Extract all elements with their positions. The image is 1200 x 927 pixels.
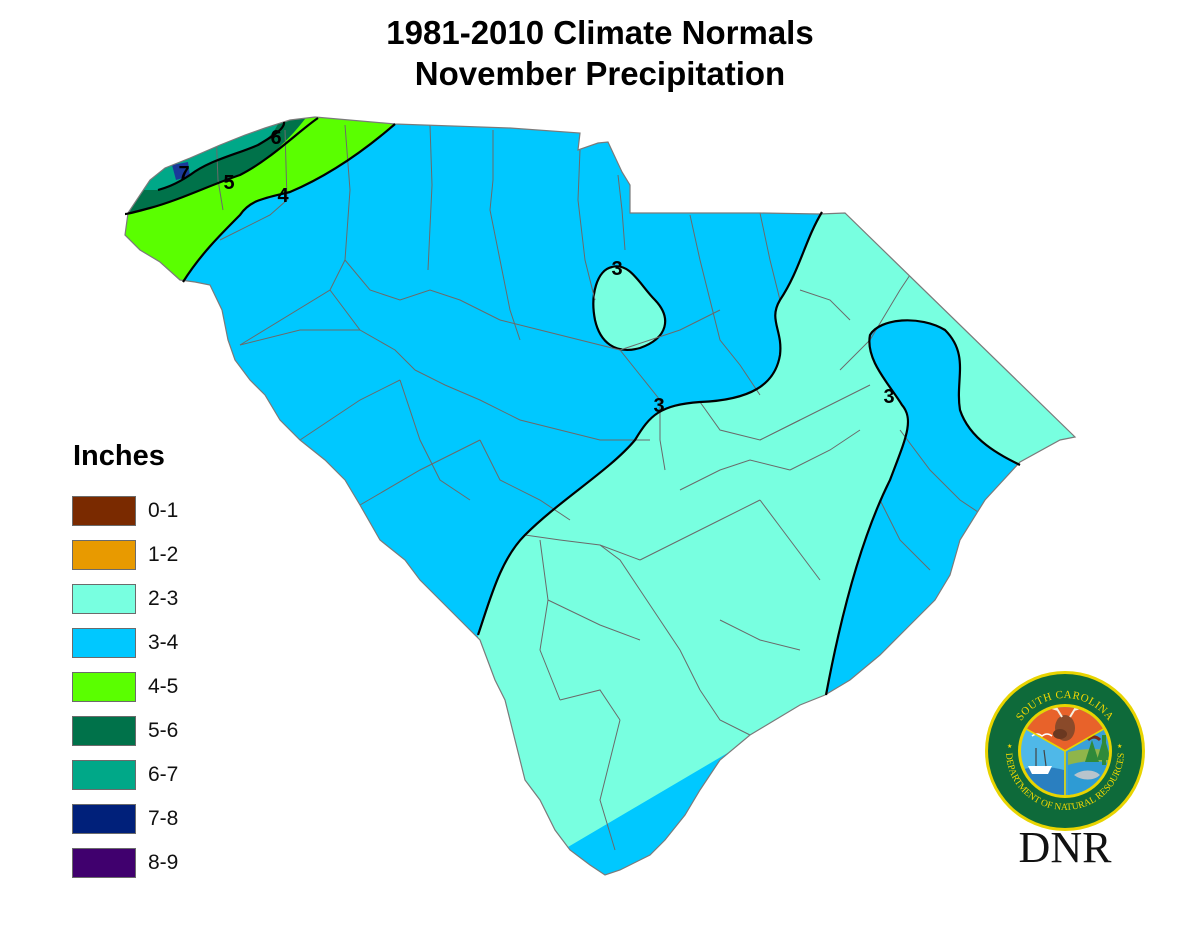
zone-7-8 xyxy=(172,162,190,180)
legend-swatch xyxy=(72,496,136,526)
map-title-line2: November Precipitation xyxy=(414,55,786,92)
contour-5 xyxy=(124,117,319,216)
legend-title: Inches xyxy=(73,440,165,472)
contour-3-west xyxy=(476,211,823,636)
contour-label-4: 4 xyxy=(277,185,289,207)
legend-item-7-8: 7-8 xyxy=(72,797,178,841)
contour-label-5: 5 xyxy=(223,172,234,194)
legend-swatch xyxy=(72,848,136,878)
legend-item-3-4: 3-4 xyxy=(72,621,178,665)
star-icon: ★ xyxy=(1007,743,1012,750)
legend-item-0-1: 0-1 xyxy=(72,489,178,533)
sc-dnr-seal-logo: SOUTH CAROLINA DEPARTMENT OF NATURAL RES… xyxy=(985,671,1145,831)
legend-item-1-2: 1-2 xyxy=(72,533,178,577)
contour-label-7: 7 xyxy=(178,163,189,185)
legend-label: 3-4 xyxy=(148,631,179,654)
legend-swatch xyxy=(72,672,136,702)
legend-label: 5-6 xyxy=(148,719,179,742)
precip-zones xyxy=(125,117,1075,875)
legend-label: 6-7 xyxy=(148,763,179,786)
legend-label: 1-2 xyxy=(148,543,179,566)
contour-labels: 7 6 5 4 3 3 3 xyxy=(178,127,894,417)
dnr-caption: DNR xyxy=(1018,823,1112,872)
contour-label-3-central: 3 xyxy=(653,395,664,417)
legend-swatch xyxy=(72,628,136,658)
legend-swatch xyxy=(72,716,136,746)
contour-label-6: 6 xyxy=(270,127,281,149)
legend-swatch xyxy=(72,540,136,570)
contour-6 xyxy=(157,121,286,192)
zone-2-3-island xyxy=(592,265,667,351)
legend-swatch xyxy=(72,584,136,614)
legend-item-6-7: 6-7 xyxy=(72,753,178,797)
contour-3-east xyxy=(824,319,1021,696)
legend-item-5-6: 5-6 xyxy=(72,709,178,753)
contour-4 xyxy=(182,123,396,283)
legend-label: 7-8 xyxy=(148,807,179,830)
legend-label: 4-5 xyxy=(148,675,179,698)
legend-label: 8-9 xyxy=(148,851,179,874)
map-title-line1: 1981-2010 Climate Normals xyxy=(386,14,814,51)
legend-item-8-9: 8-9 xyxy=(72,841,178,885)
star-icon: ★ xyxy=(1117,743,1122,750)
legend-label: 0-1 xyxy=(148,499,179,522)
state-outline xyxy=(124,116,1077,876)
legend-item-2-3: 2-3 xyxy=(72,577,178,621)
legend-item-4-5: 4-5 xyxy=(72,665,178,709)
contour-lines xyxy=(124,117,1021,696)
legend-label: 2-3 xyxy=(148,587,179,610)
contour-label-3-east: 3 xyxy=(883,386,894,408)
legend: Inches 0-1 1-2 2-3 3-4 4-5 5-6 6-7 7-8 8… xyxy=(72,440,178,885)
legend-swatch xyxy=(72,804,136,834)
contour-label-3-island: 3 xyxy=(611,258,622,280)
county-boundaries xyxy=(215,124,991,851)
legend-swatch xyxy=(72,760,136,790)
